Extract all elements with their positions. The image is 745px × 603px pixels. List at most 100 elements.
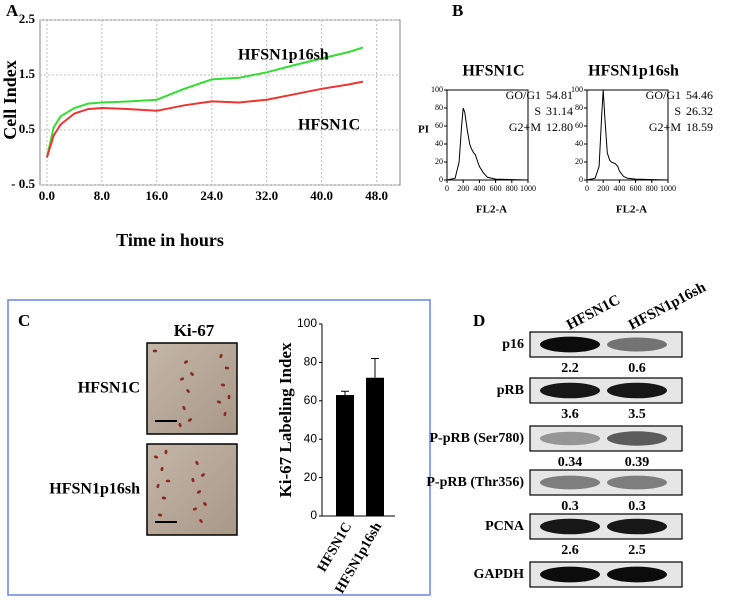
stat-label: S	[674, 104, 681, 118]
image-label: HFSN1p16sh	[49, 481, 140, 498]
blot-label: p16	[502, 337, 524, 352]
x-axis-title: Time in hours	[116, 230, 224, 250]
x-tick-label: 200	[457, 184, 469, 193]
y-tick-label: 0	[579, 175, 583, 184]
y-tick-label: 40	[304, 431, 318, 445]
x-axis-title: FL2-A	[476, 204, 507, 216]
cell	[201, 473, 205, 477]
quantification: 0.3	[628, 499, 646, 514]
y-axis-title: Cell Index	[0, 60, 20, 140]
lane-label: HFSN1C	[564, 292, 623, 334]
blot-band	[607, 337, 667, 352]
cell	[178, 422, 182, 428]
cell	[227, 394, 231, 400]
x-tick-label: 1000	[520, 184, 536, 193]
stat-value: 26.32	[686, 104, 713, 118]
image-title: Ki-67	[174, 321, 215, 340]
blot-band	[607, 566, 667, 583]
cell	[190, 372, 194, 376]
quantification: 0.39	[625, 455, 650, 470]
cell	[161, 496, 167, 500]
cell	[191, 477, 195, 483]
y-tick-label: 80	[435, 103, 443, 112]
cell	[223, 411, 227, 417]
quantification: 3.6	[561, 407, 579, 422]
stat-value: 12.80	[546, 120, 573, 134]
y-axis-title: Ki-67 Labeling Index	[276, 342, 295, 497]
cell	[220, 383, 226, 387]
x-axis-title: FL2-A	[616, 204, 647, 216]
histogram-line	[586, 89, 669, 181]
error-bar	[371, 358, 379, 378]
x-tick-label: 800	[506, 184, 518, 193]
quantification: 2.2	[561, 361, 579, 376]
y-tick-label: 40	[575, 139, 583, 148]
cell	[183, 360, 189, 364]
stat-label: GO/G1	[506, 88, 541, 102]
x-tick-label: 400	[613, 184, 625, 193]
y-tick-label: 60	[304, 393, 318, 407]
cell	[188, 418, 192, 422]
x-tick-label: 400	[473, 184, 485, 193]
stat-label: S	[534, 104, 541, 118]
blot-label: PCNA	[485, 519, 525, 534]
histogram-title: HFSN1p16sh	[588, 63, 679, 80]
cell	[160, 466, 164, 472]
y-tick-label: 40	[435, 139, 443, 148]
cell	[192, 507, 198, 511]
x-tick-label: 0.0	[39, 188, 55, 203]
blot-band	[607, 382, 667, 399]
y-tick-label: 0	[439, 175, 443, 184]
cell	[224, 366, 230, 370]
plot-frame	[446, 89, 529, 181]
stat-label: G2+M	[649, 120, 681, 134]
line-series	[45, 46, 364, 158]
x-tick-label: 1000	[660, 184, 676, 193]
y-tick-label: 20	[304, 470, 318, 484]
error-bar	[341, 390, 349, 396]
y-tick-label: 60	[435, 121, 443, 130]
x-tick-label: 0	[445, 184, 449, 193]
x-tick-label: 800	[646, 184, 658, 193]
blot-band	[540, 566, 600, 583]
cell	[164, 449, 168, 455]
y-axis-title: PI	[418, 124, 429, 136]
panel-label: A	[6, 1, 19, 20]
micrograph	[146, 443, 238, 536]
stat-label: GO/G1	[646, 88, 681, 102]
stat-value: 31.14	[546, 104, 573, 118]
stat-value: 54.46	[686, 88, 713, 102]
y-tick-label: 1.5	[19, 66, 36, 81]
y-tick-label: 60	[575, 121, 583, 130]
blot-band	[540, 336, 600, 353]
blot-label: GAPDH	[473, 567, 524, 582]
lane-label: HFSN1p16sh	[626, 279, 709, 333]
y-tick-label: 80	[304, 355, 318, 369]
cell	[156, 483, 160, 489]
stat-label: G2+M	[509, 120, 541, 134]
x-tick-label: 8.0	[94, 188, 110, 203]
cell	[216, 400, 222, 404]
histogram-line	[446, 107, 529, 181]
cell	[196, 490, 202, 494]
panel-label: D	[473, 311, 485, 330]
blot-band	[607, 431, 667, 446]
y-tick-label: 20	[435, 157, 443, 166]
blot-band	[540, 431, 600, 446]
blot-strip	[529, 469, 683, 496]
panel-label: B	[452, 1, 463, 20]
cell	[186, 389, 190, 393]
x-tick-label: 200	[597, 184, 609, 193]
x-tick-label: 32.0	[255, 188, 278, 203]
quantification: 0.6	[628, 361, 646, 376]
y-tick-label: - 0.5	[11, 176, 35, 191]
quantification: 3.5	[628, 407, 646, 422]
y-tick-label: 0.5	[19, 121, 36, 136]
cell	[157, 513, 163, 517]
blot-band	[540, 382, 600, 399]
y-tick-label: 0	[310, 508, 317, 522]
bar	[336, 395, 354, 516]
cell	[152, 349, 158, 353]
x-tick-label: 600	[490, 184, 502, 193]
bar	[366, 377, 384, 516]
